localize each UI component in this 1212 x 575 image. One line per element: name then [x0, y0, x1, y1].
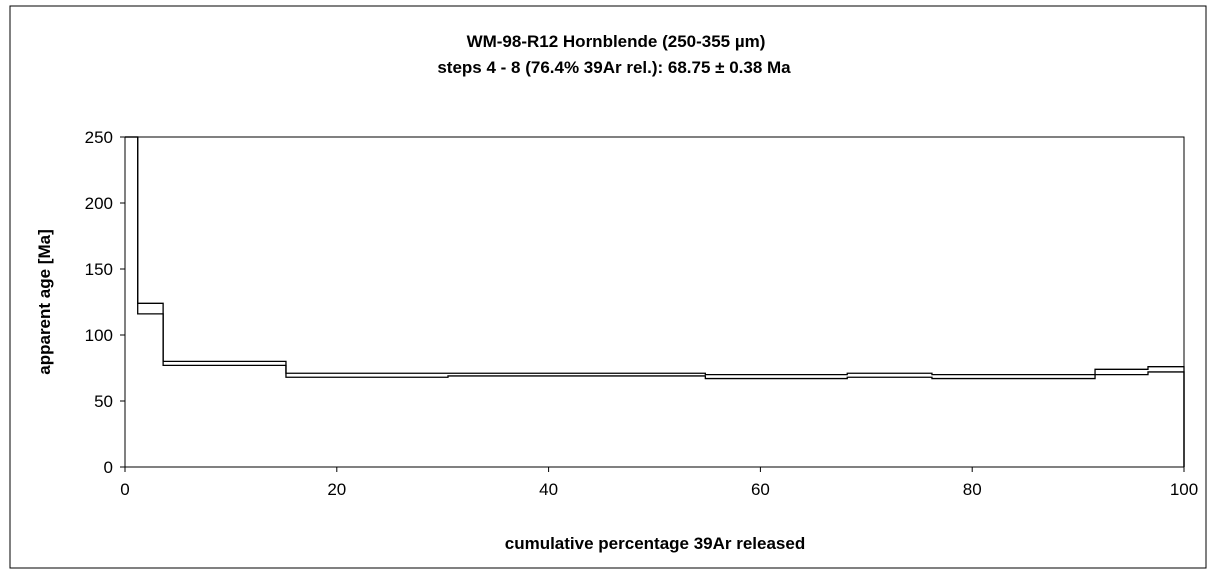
- age-spectrum-upper-envelope: [125, 136, 1185, 467]
- x-axis-ticks: 0 20 40 60 80 100: [120, 467, 1198, 499]
- y-tick-label: 150: [85, 260, 113, 279]
- age-step-lower-line: [125, 136, 1185, 467]
- chart-subtitle: steps 4 - 8 (76.4% 39Ar rel.): 68.75 ± 0…: [437, 58, 791, 77]
- age-step-upper-line: [125, 136, 1185, 467]
- y-axis-ticks: 0 50 100 150 200 250: [85, 128, 125, 477]
- x-tick-label: 100: [1170, 480, 1198, 499]
- x-tick-label: 80: [963, 480, 982, 499]
- y-axis-label: apparent age [Ma]: [35, 229, 54, 374]
- x-tick-label: 40: [539, 480, 558, 499]
- y-tick-label: 100: [85, 326, 113, 345]
- plot-area: [124, 136, 1185, 468]
- x-tick-label: 0: [120, 480, 129, 499]
- y-tick-label: 200: [85, 194, 113, 213]
- chart-title: WM-98-R12 Hornblende (250-355 µm): [467, 32, 766, 51]
- x-tick-label: 20: [327, 480, 346, 499]
- x-axis-label: cumulative percentage 39Ar released: [505, 534, 805, 553]
- chart-border: [9, 5, 1207, 569]
- y-tick-label: 250: [85, 128, 113, 147]
- y-tick-label: 0: [104, 458, 113, 477]
- y-tick-label: 50: [94, 392, 113, 411]
- age-spectrum-lower-envelope: [125, 136, 1185, 467]
- x-tick-label: 60: [751, 480, 770, 499]
